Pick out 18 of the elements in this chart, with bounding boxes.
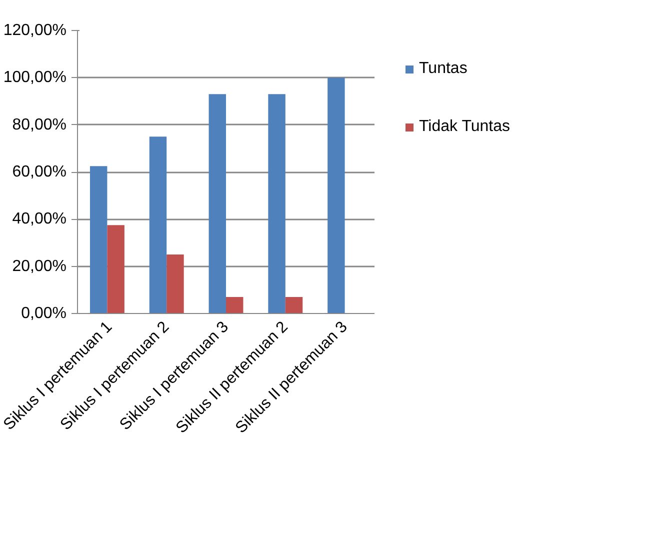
y-tick-label: 40,00% [12,210,66,228]
y-tick-label: 20,00% [12,258,66,275]
y-tick-label: 0,00% [21,305,67,322]
bar [285,296,303,314]
bar [149,136,167,314]
y-tick-label: 80,00% [12,116,66,134]
bar [166,254,184,314]
legend-label: Tidak Tuntas [419,118,510,136]
y-tick-label: 100,00% [3,69,67,86]
legend-label: Tuntas [419,60,468,78]
bar [328,78,345,314]
bar [107,225,124,314]
y-tick-label: 120,00% [3,22,67,39]
bar [226,296,244,314]
bar [208,94,226,314]
y-tick-label: 60,00% [12,164,66,180]
bar [268,94,286,314]
bar [90,166,108,314]
